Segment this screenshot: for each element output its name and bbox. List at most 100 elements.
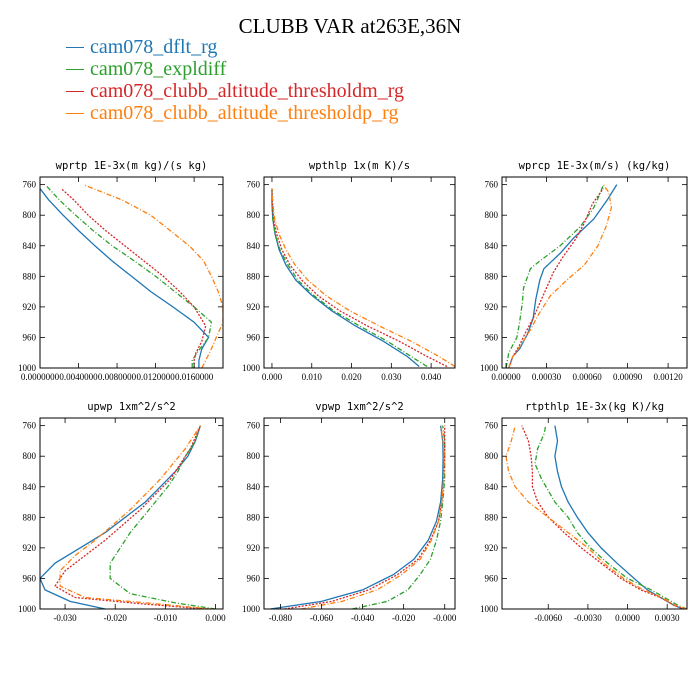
series-line-3 <box>508 188 604 368</box>
y-tick-label: 960 <box>23 332 37 342</box>
y-tick-label: 760 <box>485 180 499 190</box>
plot-frame <box>501 176 688 369</box>
panel-4: upwp 1xm^2/s^2 760 800 840 880 920 960 1000 -0.0… <box>18 401 226 623</box>
y-tick-label: 880 <box>23 512 37 522</box>
legend-swatch <box>66 68 84 70</box>
y-tick-label: 1000 <box>18 363 37 373</box>
y-tick-label: 760 <box>23 421 37 431</box>
series-line-1 <box>508 184 618 368</box>
y-tick-label: 920 <box>485 543 499 553</box>
y-tick-label: 800 <box>23 210 37 220</box>
y-tick-label: 960 <box>247 573 261 583</box>
x-tick-label: 0.00090 <box>613 372 643 382</box>
x-tick-label: 0.0000000 <box>21 372 60 382</box>
panel-6: rtpthlp 1E-3x(kg K)/kg 760 800 840 880 920 960… <box>480 401 688 623</box>
x-tick-label: 0.000 <box>262 372 283 382</box>
legend-entry-3: cam078_clubb_altitude_thresholdm_rg <box>66 80 404 102</box>
y-tick-label: 840 <box>485 241 499 251</box>
y-tick-label: 1000 <box>480 604 499 614</box>
y-tick-label: 960 <box>23 573 37 583</box>
series-line-1 <box>270 425 444 609</box>
panel-title: vpwp 1xm^2/s^2 <box>315 401 404 413</box>
x-tick-label: 0.010 <box>302 372 323 382</box>
legend-label: cam078_expldiff <box>90 57 227 80</box>
x-tick-label: 0.0000 <box>615 613 640 623</box>
x-tick-label: 0.040 <box>421 372 442 382</box>
legend-entry-4: cam078_clubb_altitude_thresholdp_rg <box>66 102 398 124</box>
x-tick-label: 0.0030 <box>655 613 680 623</box>
x-tick-label: -0.060 <box>310 613 334 623</box>
y-tick-label: 760 <box>485 421 499 431</box>
series-line-2 <box>46 185 213 368</box>
y-tick-label: 800 <box>485 451 499 461</box>
series-line-2 <box>352 425 446 609</box>
y-tick-label: 800 <box>23 451 37 461</box>
legend-swatch <box>66 112 84 114</box>
y-tick-label: 760 <box>23 180 37 190</box>
y-tick-label: 960 <box>247 332 261 342</box>
x-tick-label: -0.0060 <box>534 613 562 623</box>
y-tick-label: 800 <box>247 451 261 461</box>
y-tick-label: 880 <box>23 271 37 281</box>
x-tick-label: -0.020 <box>104 613 128 623</box>
x-tick-label: -0.010 <box>154 613 178 623</box>
series-line-4 <box>271 188 455 368</box>
panel-2: wpthlp 1x(m K)/s76080084088092096010000.… <box>242 160 456 382</box>
y-tick-label: 1000 <box>242 363 261 373</box>
y-tick-label: 880 <box>247 512 261 522</box>
x-tick-label: 0.00060 <box>572 372 602 382</box>
y-tick-label: 800 <box>485 210 499 220</box>
panel-5: vpwp 1xm^2/s^2 760 800 840 880 920 960 1000 -0.0… <box>242 401 457 623</box>
x-tick-label: 0.030 <box>381 372 402 382</box>
y-tick-label: 960 <box>485 332 499 342</box>
y-tick-label: 920 <box>23 302 37 312</box>
plot-frame <box>501 417 688 610</box>
plot-frame <box>39 417 224 610</box>
y-tick-label: 1000 <box>242 604 261 614</box>
y-tick-label: 840 <box>247 241 261 251</box>
y-tick-label: 800 <box>247 210 261 220</box>
y-tick-label: 920 <box>23 543 37 553</box>
series-line-3 <box>271 188 448 368</box>
x-tick-label: 0.000 <box>205 613 226 623</box>
y-tick-label: 840 <box>485 482 499 492</box>
x-tick-label: -0.040 <box>351 613 375 623</box>
x-tick-label: 0.00120 <box>653 372 683 382</box>
series-line-1 <box>554 425 684 609</box>
panel-title: wprcp 1E-3x(m/s) (kg/kg) <box>519 160 671 172</box>
plot-frame <box>39 176 224 369</box>
x-tick-label: -0.000 <box>433 613 457 623</box>
panel-title: upwp 1xm^2/s^2 <box>87 401 176 413</box>
series-line-2 <box>271 188 428 368</box>
legend-swatch <box>66 90 84 92</box>
series-line-2 <box>505 184 604 368</box>
x-tick-label: 0.020 <box>341 372 362 382</box>
series-line-3 <box>60 188 207 368</box>
legend-swatch <box>66 46 84 48</box>
plot-frame <box>263 417 456 610</box>
figure-title: CLUBB VAR at263E,36N <box>238 14 462 38</box>
x-tick-label: 0.0120000 <box>136 372 175 382</box>
y-tick-label: 760 <box>247 421 261 431</box>
x-tick-label: 0.0160000 <box>175 372 214 382</box>
panel-3: wprcp 1E-3x(m/s) (kg/kg) 760 800 840 880 920 9… <box>480 160 688 382</box>
x-tick-label: 0.00030 <box>532 372 562 382</box>
series-line-3 <box>521 425 685 609</box>
y-tick-label: 840 <box>247 482 261 492</box>
legend-label: cam078_dflt_rg <box>90 35 218 58</box>
x-tick-label: 0.0040000 <box>59 372 98 382</box>
series-line-2 <box>534 425 687 609</box>
y-tick-label: 840 <box>23 482 37 492</box>
x-tick-label: -0.030 <box>53 613 77 623</box>
x-tick-label: 0.0080000 <box>98 372 137 382</box>
y-tick-label: 760 <box>247 180 261 190</box>
y-tick-label: 880 <box>485 271 499 281</box>
series-line-1 <box>40 425 202 609</box>
series-line-4 <box>300 425 445 609</box>
x-tick-label: -0.080 <box>269 613 293 623</box>
y-tick-label: 960 <box>485 573 499 583</box>
series-line-4 <box>508 184 613 368</box>
panel-title: wprtp 1E-3x(m kg)/(s kg) <box>56 160 208 172</box>
y-tick-label: 1000 <box>480 363 499 373</box>
